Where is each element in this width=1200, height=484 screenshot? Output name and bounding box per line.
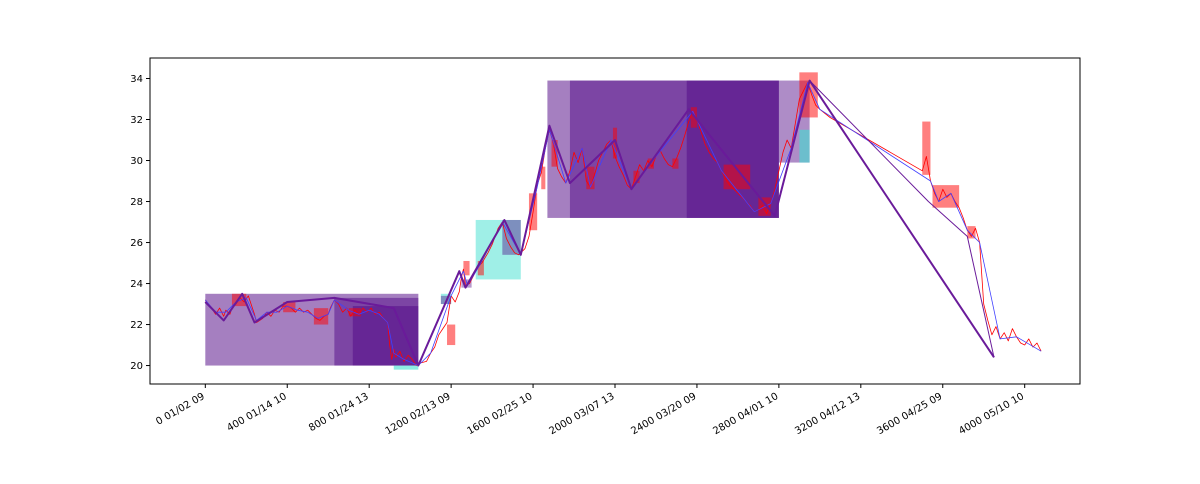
y-tick-label: 34 (130, 74, 143, 85)
x-tick-label: 800 01/24 13 (307, 391, 371, 434)
zone-rect (393, 365, 419, 370)
series-line-3 (204, 80, 995, 366)
zone-rect (799, 129, 810, 163)
y-tick-label: 32 (130, 115, 143, 126)
y-tick-label: 26 (130, 238, 143, 249)
y-tick-label: 20 (130, 361, 143, 372)
x-tick-label: 2400 03/20 09 (629, 391, 698, 437)
highlight-box (541, 166, 546, 190)
x-tick-label: 4000 05/10 10 (957, 391, 1026, 437)
highlight-box (551, 140, 558, 167)
y-tick-label: 30 (130, 156, 143, 167)
zone-rect (352, 306, 419, 366)
series-layer (204, 79, 1042, 367)
highlight-box (922, 121, 931, 175)
y-tick-label: 28 (130, 197, 143, 208)
zone-rect (461, 279, 472, 288)
x-tick-label: 0 01/02 09 (154, 391, 206, 428)
highlight-box (463, 260, 470, 276)
zone-rect (686, 80, 779, 218)
x-axis: 0 01/02 09 400 01/14 10 800 01/24 13 1200 0… (154, 384, 1026, 437)
highlight-box (633, 170, 640, 184)
zone-rect (440, 293, 452, 305)
x-tick-label: 3200 04/12 13 (793, 391, 862, 437)
x-tick-label: 2800 04/01 10 (711, 391, 780, 437)
x-tick-label: 400 01/14 10 (225, 391, 289, 434)
x-tick-label: 1200 02/13 09 (384, 391, 453, 437)
highlight-box (477, 260, 484, 276)
x-tick-label: 3600 04/25 09 (875, 391, 944, 437)
highlight-box (672, 158, 679, 169)
x-tick-label: 1600 02/25 10 (466, 391, 535, 437)
highlight-box (348, 308, 361, 317)
y-axis: 20 22 24 26 28 30 32 34 (130, 74, 150, 372)
highlight-box (586, 166, 595, 190)
zone-rect (547, 80, 779, 218)
highlight-box (313, 308, 329, 325)
highlight-box (967, 226, 976, 239)
y-tick-label: 22 (130, 320, 143, 331)
x-tick-label: 2000 03/07 13 (547, 391, 616, 437)
highlight-box (690, 107, 697, 128)
highlight-box (447, 324, 456, 346)
y-tick-label: 24 (130, 279, 143, 290)
